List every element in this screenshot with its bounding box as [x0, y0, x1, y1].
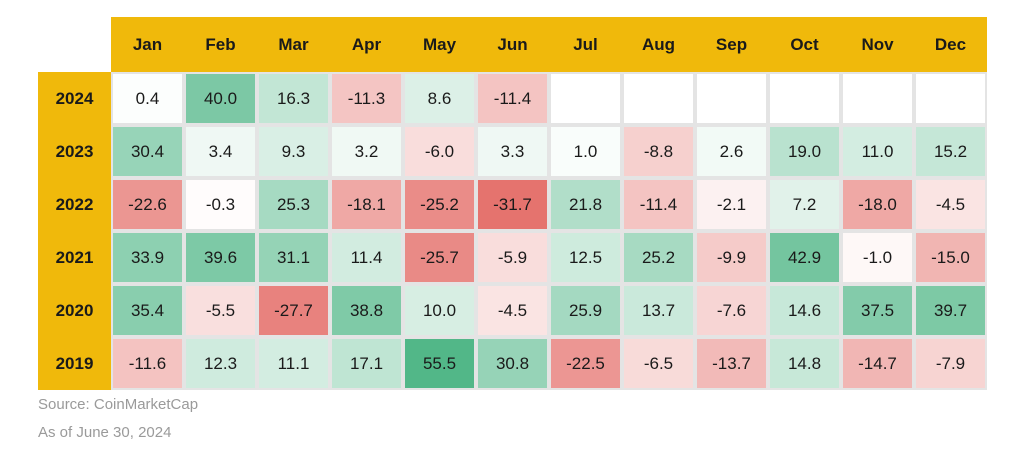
- heatmap-cell-2024-aug: [622, 72, 695, 125]
- heatmap-cell-2022-mar: 25.3: [257, 178, 330, 231]
- as-of-note: As of June 30, 2024: [38, 424, 172, 441]
- month-header-jan: Jan: [111, 17, 184, 72]
- month-header-feb: Feb: [184, 17, 257, 72]
- returns-heatmap: Jan Feb Mar Apr May Jun Jul Aug Sep Oct Nov Dec 2024…: [38, 17, 987, 390]
- month-header-jul: Jul: [549, 17, 622, 72]
- heatmap-cell-2019-may: 55.5: [403, 337, 476, 390]
- heatmap-cell-2020-jul: 25.9: [549, 284, 622, 337]
- heatmap-cell-2021-apr: 11.4: [330, 231, 403, 284]
- heatmap-cell-2021-jul: 12.5: [549, 231, 622, 284]
- heatmap-cell-2023-apr: 3.2: [330, 125, 403, 178]
- corner-cell: [38, 17, 111, 72]
- month-header-apr: Apr: [330, 17, 403, 72]
- heatmap-cell-2024-jul: [549, 72, 622, 125]
- heatmap-cell-2019-sep: -13.7: [695, 337, 768, 390]
- heatmap-cell-2024-apr: -11.3: [330, 72, 403, 125]
- heatmap-cell-2021-aug: 25.2: [622, 231, 695, 284]
- heatmap-cell-2022-apr: -18.1: [330, 178, 403, 231]
- heatmap-cell-2021-sep: -9.9: [695, 231, 768, 284]
- heatmap-cell-2021-jan: 33.9: [111, 231, 184, 284]
- heatmap-cell-2020-nov: 37.5: [841, 284, 914, 337]
- month-header-sep: Sep: [695, 17, 768, 72]
- heatmap-cell-2024-dec: [914, 72, 987, 125]
- heatmap-cell-2020-may: 10.0: [403, 284, 476, 337]
- heatmap-cell-2022-jul: 21.8: [549, 178, 622, 231]
- heatmap-cell-2023-mar: 9.3: [257, 125, 330, 178]
- heatmap-cell-2024-oct: [768, 72, 841, 125]
- heatmap-cell-2023-aug: -8.8: [622, 125, 695, 178]
- heatmap-cell-2020-aug: 13.7: [622, 284, 695, 337]
- heatmap-cell-2023-may: -6.0: [403, 125, 476, 178]
- heatmap-cell-2020-oct: 14.6: [768, 284, 841, 337]
- heatmap-cell-2020-apr: 38.8: [330, 284, 403, 337]
- heatmap-cell-2019-dec: -7.9: [914, 337, 987, 390]
- heatmap-cell-2019-jan: -11.6: [111, 337, 184, 390]
- heatmap-cell-2021-mar: 31.1: [257, 231, 330, 284]
- heatmap-cell-2019-jun: 30.8: [476, 337, 549, 390]
- heatmap-cell-2019-aug: -6.5: [622, 337, 695, 390]
- heatmap-cell-2023-sep: 2.6: [695, 125, 768, 178]
- month-header-oct: Oct: [768, 17, 841, 72]
- heatmap-cell-2019-oct: 14.8: [768, 337, 841, 390]
- heatmap-cell-2023-jun: 3.3: [476, 125, 549, 178]
- heatmap-cell-2024-may: 8.6: [403, 72, 476, 125]
- heatmap-cell-2021-oct: 42.9: [768, 231, 841, 284]
- heatmap-cell-2024-jun: -11.4: [476, 72, 549, 125]
- month-header-aug: Aug: [622, 17, 695, 72]
- heatmap-cell-2019-feb: 12.3: [184, 337, 257, 390]
- heatmap-cell-2019-nov: -14.7: [841, 337, 914, 390]
- heatmap-cell-2023-jul: 1.0: [549, 125, 622, 178]
- heatmap-cell-2024-jan: 0.4: [111, 72, 184, 125]
- year-header-2020: 2020: [38, 284, 111, 337]
- heatmap-cell-2021-may: -25.7: [403, 231, 476, 284]
- heatmap-cell-2022-dec: -4.5: [914, 178, 987, 231]
- year-header-2022: 2022: [38, 178, 111, 231]
- heatmap-cell-2022-may: -25.2: [403, 178, 476, 231]
- year-header-2023: 2023: [38, 125, 111, 178]
- heatmap-cell-2024-sep: [695, 72, 768, 125]
- year-header-2019: 2019: [38, 337, 111, 390]
- heatmap-cell-2020-jan: 35.4: [111, 284, 184, 337]
- heatmap-cell-2021-nov: -1.0: [841, 231, 914, 284]
- heatmap-cell-2022-aug: -11.4: [622, 178, 695, 231]
- heatmap-cell-2024-nov: [841, 72, 914, 125]
- month-header-nov: Nov: [841, 17, 914, 72]
- heatmap-cell-2023-feb: 3.4: [184, 125, 257, 178]
- month-header-may: May: [403, 17, 476, 72]
- heatmap-cell-2020-mar: -27.7: [257, 284, 330, 337]
- year-header-2021: 2021: [38, 231, 111, 284]
- heatmap-cell-2022-sep: -2.1: [695, 178, 768, 231]
- heatmap-cell-2022-jan: -22.6: [111, 178, 184, 231]
- heatmap-cell-2021-jun: -5.9: [476, 231, 549, 284]
- source-note: Source: CoinMarketCap: [38, 396, 199, 413]
- heatmap-cell-2024-mar: 16.3: [257, 72, 330, 125]
- heatmap-cell-2022-nov: -18.0: [841, 178, 914, 231]
- heatmap-cell-2020-feb: -5.5: [184, 284, 257, 337]
- heatmap-cell-2023-nov: 11.0: [841, 125, 914, 178]
- heatmap-cell-2019-mar: 11.1: [257, 337, 330, 390]
- heatmap-cell-2021-dec: -15.0: [914, 231, 987, 284]
- heatmap-cell-2022-oct: 7.2: [768, 178, 841, 231]
- heatmap-cell-2023-oct: 19.0: [768, 125, 841, 178]
- heatmap-cell-2023-jan: 30.4: [111, 125, 184, 178]
- heatmap-cell-2022-feb: -0.3: [184, 178, 257, 231]
- heatmap-cell-2020-dec: 39.7: [914, 284, 987, 337]
- heatmap-cell-2019-jul: -22.5: [549, 337, 622, 390]
- year-header-2024: 2024: [38, 72, 111, 125]
- heatmap-cell-2023-dec: 15.2: [914, 125, 987, 178]
- heatmap-cell-2022-jun: -31.7: [476, 178, 549, 231]
- heatmap-cell-2021-feb: 39.6: [184, 231, 257, 284]
- heatmap-cell-2020-sep: -7.6: [695, 284, 768, 337]
- heatmap-cell-2020-jun: -4.5: [476, 284, 549, 337]
- month-header-jun: Jun: [476, 17, 549, 72]
- month-header-dec: Dec: [914, 17, 987, 72]
- heatmap-cell-2019-apr: 17.1: [330, 337, 403, 390]
- month-header-mar: Mar: [257, 17, 330, 72]
- heatmap-cell-2024-feb: 40.0: [184, 72, 257, 125]
